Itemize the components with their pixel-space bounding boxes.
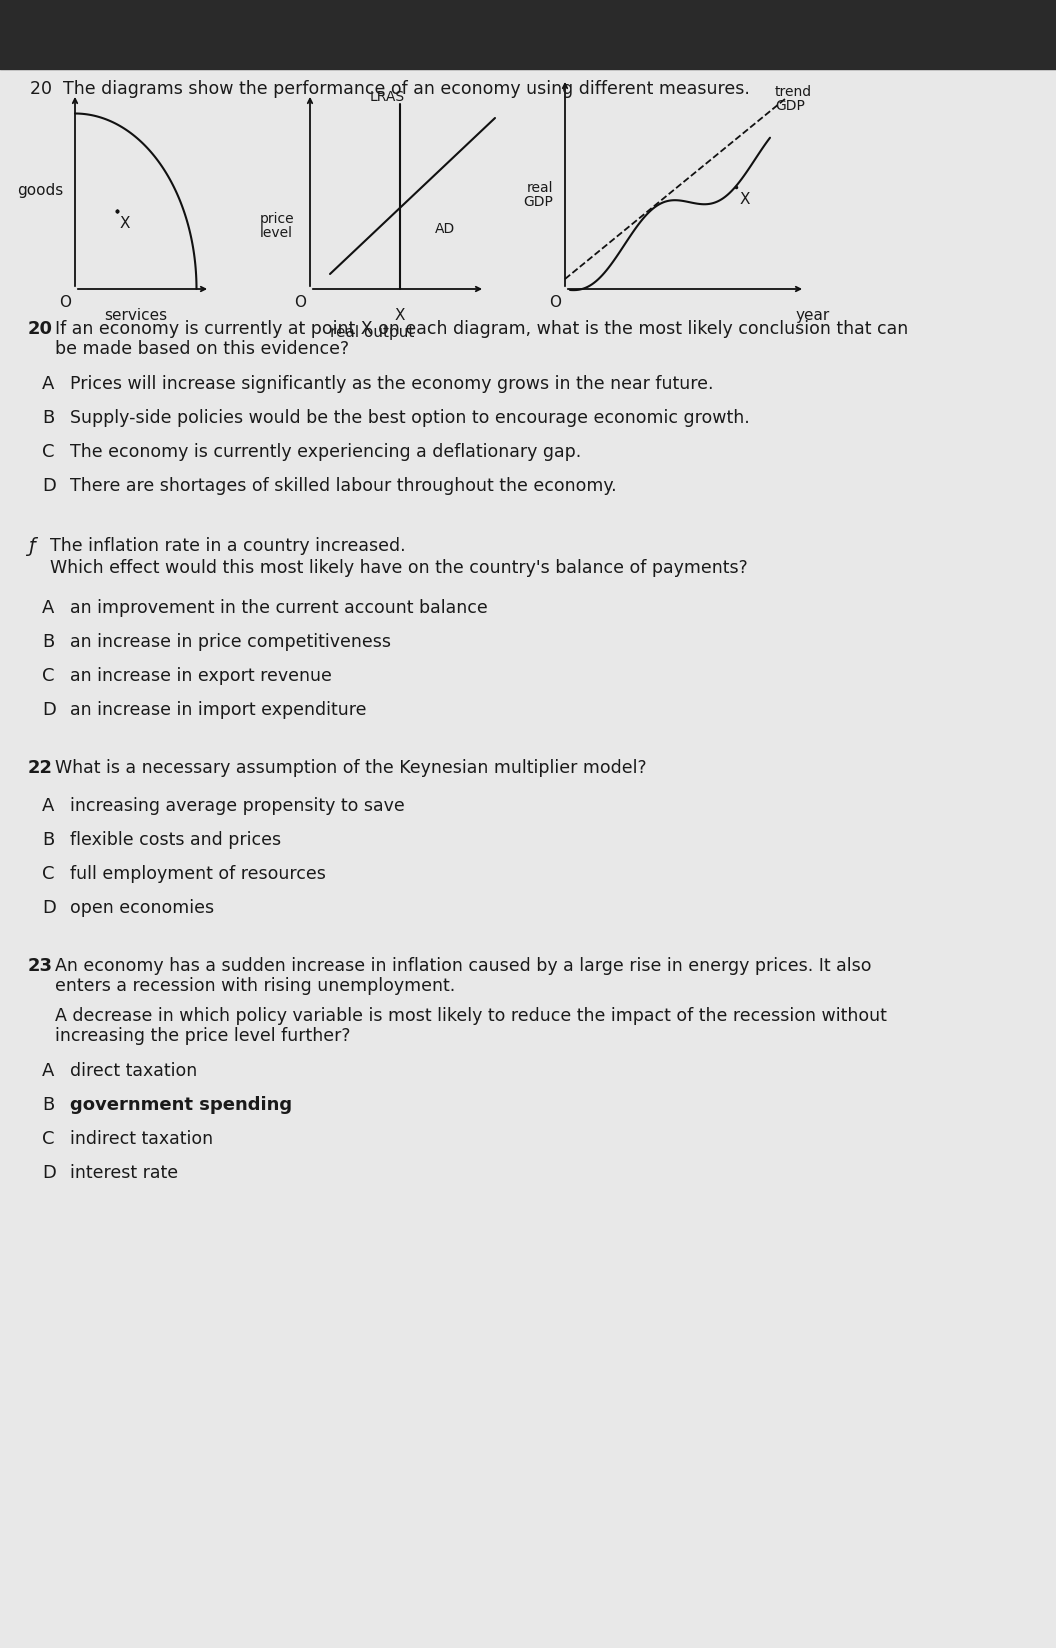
Text: direct taxation: direct taxation — [70, 1061, 197, 1079]
Text: D: D — [42, 476, 56, 494]
Text: government spending: government spending — [70, 1096, 293, 1114]
Text: flexible costs and prices: flexible costs and prices — [70, 831, 281, 849]
Text: B: B — [42, 633, 54, 651]
Text: C: C — [42, 865, 55, 882]
Text: Supply-side policies would be the best option to encourage economic growth.: Supply-side policies would be the best o… — [70, 409, 750, 427]
Text: A decrease in which policy variable is most likely to reduce the impact of the r: A decrease in which policy variable is m… — [55, 1007, 887, 1025]
Text: 22: 22 — [29, 758, 53, 776]
Text: 23: 23 — [29, 956, 53, 974]
Text: D: D — [42, 700, 56, 719]
Text: level: level — [260, 226, 293, 241]
Text: O: O — [549, 295, 561, 310]
Text: Which effect would this most likely have on the country's balance of payments?: Which effect would this most likely have… — [50, 559, 748, 577]
Text: real output: real output — [329, 325, 414, 339]
Text: real: real — [527, 181, 553, 194]
Text: GDP: GDP — [523, 194, 553, 209]
Text: X: X — [395, 308, 406, 323]
Text: C: C — [42, 443, 55, 461]
Text: X: X — [739, 191, 750, 206]
Text: A: A — [42, 374, 54, 392]
Text: A: A — [42, 598, 54, 616]
Text: The economy is currently experiencing a deflationary gap.: The economy is currently experiencing a … — [70, 443, 581, 461]
Text: O: O — [294, 295, 306, 310]
Text: D: D — [42, 1163, 56, 1182]
Text: A: A — [42, 796, 54, 814]
Text: be made based on this evidence?: be made based on this evidence? — [55, 339, 350, 358]
Text: B: B — [42, 1096, 54, 1114]
Text: D: D — [42, 898, 56, 916]
Text: X: X — [120, 216, 131, 231]
Text: an increase in export revenue: an increase in export revenue — [70, 666, 332, 684]
Text: An economy has a sudden increase in inflation caused by a large rise in energy p: An economy has a sudden increase in infl… — [55, 956, 871, 974]
Text: trend: trend — [775, 86, 812, 99]
Text: interest rate: interest rate — [70, 1163, 178, 1182]
Text: an increase in price competitiveness: an increase in price competitiveness — [70, 633, 391, 651]
Text: full employment of resources: full employment of resources — [70, 865, 326, 882]
Text: increasing the price level further?: increasing the price level further? — [55, 1027, 351, 1045]
Text: The inflation rate in a country increased.: The inflation rate in a country increase… — [50, 537, 406, 555]
Text: 20: 20 — [29, 320, 53, 338]
Text: C: C — [42, 1129, 55, 1147]
Text: GDP: GDP — [775, 99, 805, 114]
Text: goods: goods — [17, 183, 63, 198]
Text: LRAS: LRAS — [370, 91, 406, 104]
Text: O: O — [59, 295, 71, 310]
Text: price: price — [260, 213, 295, 226]
Text: an increase in import expenditure: an increase in import expenditure — [70, 700, 366, 719]
Text: There are shortages of skilled labour throughout the economy.: There are shortages of skilled labour th… — [70, 476, 617, 494]
Text: A: A — [42, 1061, 54, 1079]
Text: B: B — [42, 831, 54, 849]
Text: C: C — [42, 666, 55, 684]
Text: ƒ: ƒ — [29, 537, 35, 555]
Text: year: year — [795, 308, 829, 323]
Text: What is a necessary assumption of the Keynesian multiplier model?: What is a necessary assumption of the Ke… — [55, 758, 646, 776]
Text: an improvement in the current account balance: an improvement in the current account ba… — [70, 598, 488, 616]
Text: indirect taxation: indirect taxation — [70, 1129, 213, 1147]
Text: enters a recession with rising unemployment.: enters a recession with rising unemploym… — [55, 976, 455, 994]
Text: 20  The diagrams show the performance of an economy using different measures.: 20 The diagrams show the performance of … — [30, 81, 750, 97]
Text: If an economy is currently at point X on each diagram, what is the most likely c: If an economy is currently at point X on… — [55, 320, 908, 338]
Text: services: services — [105, 308, 167, 323]
Text: open economies: open economies — [70, 898, 214, 916]
Text: increasing average propensity to save: increasing average propensity to save — [70, 796, 404, 814]
Text: B: B — [42, 409, 54, 427]
Text: AD: AD — [435, 221, 455, 236]
Text: Prices will increase significantly as the economy grows in the near future.: Prices will increase significantly as th… — [70, 374, 714, 392]
